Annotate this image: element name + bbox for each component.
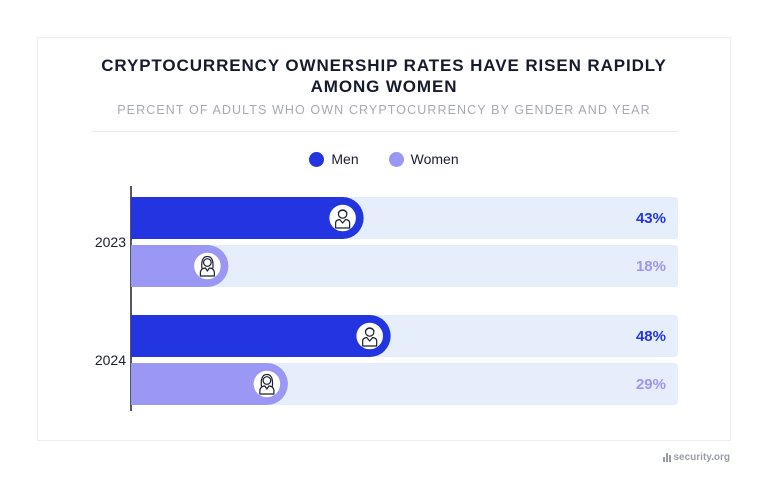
track-women-2023 bbox=[131, 245, 678, 287]
category-label-2023: 2023 bbox=[95, 234, 126, 250]
legend-label-men: Men bbox=[331, 151, 359, 167]
man-icon bbox=[335, 209, 351, 229]
watermark-logo-icon bbox=[662, 453, 671, 462]
legend-label-women: Women bbox=[410, 151, 459, 167]
legend-item-women: Women bbox=[388, 151, 459, 167]
man-icon bbox=[362, 327, 378, 347]
bar-group-2024: 2024 48% 29% bbox=[95, 315, 678, 405]
watermark: security.org bbox=[662, 452, 731, 463]
chart-subtitle: PERCENT OF ADULTS WHO OWN CRYPTOCURRENCY… bbox=[117, 103, 651, 117]
legend: Men Women bbox=[0, 150, 768, 168]
category-label-2024: 2024 bbox=[95, 352, 126, 368]
legend-swatch-women bbox=[388, 151, 404, 167]
woman-icon bbox=[199, 255, 215, 277]
bar-women-2024 bbox=[131, 363, 288, 405]
watermark-text: security.org bbox=[673, 452, 731, 463]
value-label-men-2024: 48% bbox=[636, 328, 666, 345]
bar-men-2023 bbox=[131, 197, 364, 239]
value-label-women-2024: 29% bbox=[636, 376, 666, 393]
title-divider bbox=[92, 131, 678, 132]
legend-item-men: Men bbox=[309, 151, 359, 167]
bar-group-2023: 2023 43% 18% bbox=[95, 197, 678, 287]
woman-icon bbox=[259, 373, 275, 395]
value-label-women-2023: 18% bbox=[636, 258, 666, 275]
bar-men-2024 bbox=[131, 315, 391, 357]
value-label-men-2023: 43% bbox=[636, 210, 666, 227]
legend-swatch-men bbox=[309, 151, 325, 167]
chart-title: CRYPTOCURRENCY OWNERSHIP RATES HAVE RISE… bbox=[101, 56, 667, 96]
